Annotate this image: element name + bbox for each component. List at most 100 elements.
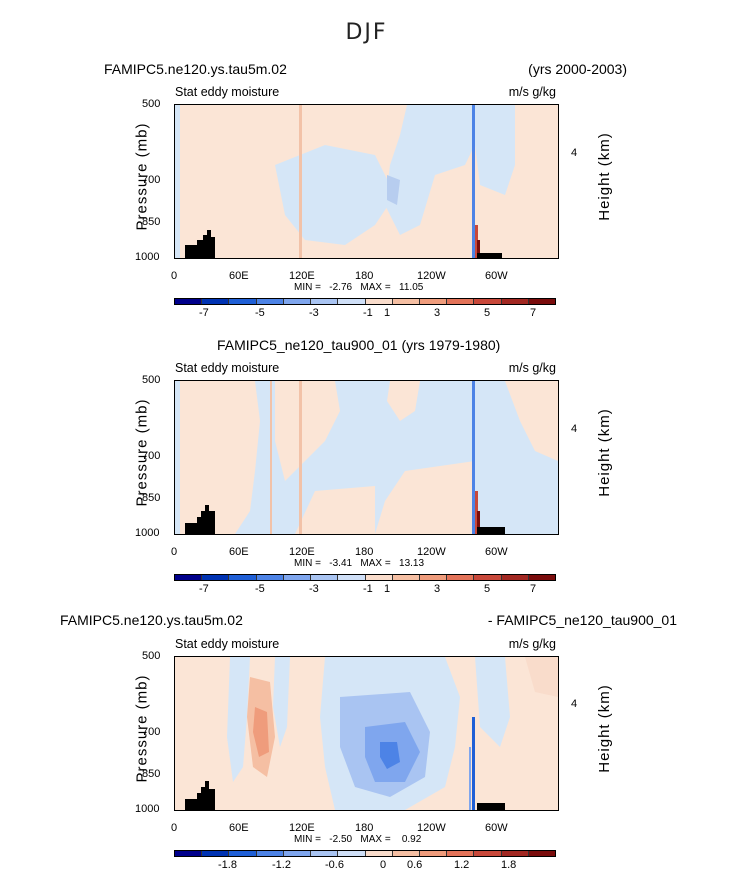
panel-3-xtick-180: 180 [355, 822, 374, 834]
panel-2-title-left: FAMIPC5_ne120_tau900_01 (yrs 1979-1980) [217, 337, 501, 353]
panel-2-y2tick-4: 4 [571, 423, 578, 435]
panel-1-colorbar-swatch [474, 299, 502, 304]
panel-1-subtitle-left: Stat eddy moisture [175, 85, 280, 99]
panel-3-y2tick-4: 4 [571, 698, 578, 710]
panel-3-colorbar-swatch [202, 851, 230, 856]
panel-2-cbar-label: 7 [530, 583, 537, 595]
panel-2-cbar-label: -7 [199, 583, 209, 595]
panel-3-colorbar-swatch [311, 851, 339, 856]
panel-2-colorbar-swatch [311, 575, 339, 580]
panel-3-xtick-120e: 120E [289, 822, 315, 834]
panel-2-cbar-label: -3 [309, 583, 319, 595]
panel-2-xtick-60e: 60E [229, 546, 249, 558]
panel-1-ytick-700: 700 [142, 174, 161, 186]
panel-1-cbar-label: 7 [530, 307, 537, 319]
panel-1-colorbar-swatch [338, 299, 366, 304]
panel-3-xtick-60e: 60E [229, 822, 249, 834]
panel-2-xtick-120w: 120W [417, 546, 446, 558]
panel-2-colorbar-swatch [447, 575, 475, 580]
panel-1-colorbar-swatch [256, 299, 284, 304]
panel-3-ytick-700: 700 [142, 726, 161, 738]
panel-2-xtick-0: 0 [171, 546, 178, 558]
panel-1-ytick-850: 850 [142, 216, 161, 228]
panel-3-ylabel: Pressure (mb) [133, 674, 151, 783]
panel-2-colorbar-swatch [283, 575, 312, 580]
panel-1-colorbar [174, 298, 556, 305]
panel-3-ytick-1000: 1000 [135, 803, 160, 815]
panel-2-colorbar-swatch [365, 575, 393, 580]
panel-1-colorbar-swatch [501, 299, 529, 304]
panel-2-xtick-60w: 60W [485, 546, 508, 558]
panel-3-xtick-60w: 60W [485, 822, 508, 834]
panel-3-colorbar-swatch [392, 851, 420, 856]
panel-3-cbar-label: 0.6 [407, 859, 423, 871]
panel-2-xtick-120e: 120E [289, 546, 315, 558]
panel-3-colorbar-swatch [175, 851, 203, 856]
panel-1-colorbar-swatch [229, 299, 257, 304]
panel-3-colorbar-swatch [528, 851, 556, 856]
panel-3-colorbar-swatch [447, 851, 475, 856]
panel-2-ytick-700: 700 [142, 450, 161, 462]
panel-2-colorbar-swatch [528, 575, 556, 580]
panel-3-cbar-label: 1.2 [454, 859, 470, 871]
panel-3-stats: MIN = -2.50 MAX = 0.92 [294, 834, 422, 845]
panel-2-colorbar-swatch [202, 575, 230, 580]
panel-1-cbar-label: -3 [309, 307, 319, 319]
panel-3-colorbar-swatch [283, 851, 312, 856]
panel-1-plot-area [174, 104, 559, 259]
panel-1-title-left: FAMIPC5.ne120.ys.tau5m.02 [104, 61, 287, 77]
panel-1-title-right: (yrs 2000-2003) [528, 61, 627, 77]
panel-2-colorbar-swatch [501, 575, 529, 580]
panel-2-cbar-label: 1 [384, 583, 391, 595]
panel-1-colorbar-swatch [419, 299, 448, 304]
panel-3-colorbar-swatch [501, 851, 529, 856]
panel-1-xtick-60e: 60E [229, 270, 249, 282]
panel-2-stats: MIN = -3.41 MAX = 13.13 [294, 558, 425, 569]
panel-3-colorbar-swatch [256, 851, 284, 856]
panel-2-y2label: Height (km) [595, 408, 613, 497]
panel-1-xtick-180: 180 [355, 270, 374, 282]
panel-1-colorbar-swatch [447, 299, 475, 304]
panel-3-title-right: - FAMIPC5_ne120_tau900_01 [487, 612, 677, 628]
panel-3-subtitle-right: m/s g/kg [508, 637, 556, 651]
panel-2-cbar-label: -1 [363, 583, 373, 595]
panel-1-cbar-label: 5 [484, 307, 491, 319]
panel-3-cbar-label: -1.8 [218, 859, 237, 871]
panel-1-xtick-120e: 120E [289, 270, 315, 282]
panel-1-colorbar-swatch [283, 299, 312, 304]
panel-1-cbar-label: 3 [434, 307, 441, 319]
panel-1-xtick-0: 0 [171, 270, 178, 282]
panel-2-ylabel: Pressure (mb) [133, 398, 151, 507]
panel-3-ytick-500: 500 [142, 650, 161, 662]
panel-2-colorbar-swatch [175, 575, 203, 580]
panel-2-field [175, 381, 558, 534]
panel-2-cbar-label: -5 [255, 583, 265, 595]
panel-1-colorbar-swatch [175, 299, 203, 304]
panel-3-cbar-label: -0.6 [325, 859, 344, 871]
panel-3-title-left: FAMIPC5.ne120.ys.tau5m.02 [60, 612, 243, 628]
panel-1-ylabel: Pressure (mb) [133, 122, 151, 231]
panel-1-xtick-120w: 120W [417, 270, 446, 282]
panel-2-subtitle-right: m/s g/kg [508, 361, 556, 375]
panel-1-colorbar-swatch [528, 299, 556, 304]
panel-3-colorbar-swatch [419, 851, 448, 856]
panel-3-xtick-0: 0 [171, 822, 178, 834]
panel-2-colorbar-swatch [419, 575, 448, 580]
panel-2-colorbar-swatch [392, 575, 420, 580]
panel-1-cbar-label: 1 [384, 307, 391, 319]
panel-1-colorbar-swatch [392, 299, 420, 304]
panel-2-colorbar-swatch [229, 575, 257, 580]
panel-2-ytick-1000: 1000 [135, 527, 160, 539]
panel-3-colorbar-swatch [474, 851, 502, 856]
panel-3-xtick-120w: 120W [417, 822, 446, 834]
panel-1-y2label: Height (km) [595, 132, 613, 221]
panel-3-colorbar-swatch [229, 851, 257, 856]
panel-1-ytick-500: 500 [142, 98, 161, 110]
panel-1-ytick-1000: 1000 [135, 251, 160, 263]
panel-1-y2tick-4: 4 [571, 147, 578, 159]
panel-1-xtick-60w: 60W [485, 270, 508, 282]
panel-3-plot-area [174, 656, 559, 811]
panel-1-cbar-label: -5 [255, 307, 265, 319]
panel-2-cbar-label: 5 [484, 583, 491, 595]
panel-1-cbar-label: -7 [199, 307, 209, 319]
